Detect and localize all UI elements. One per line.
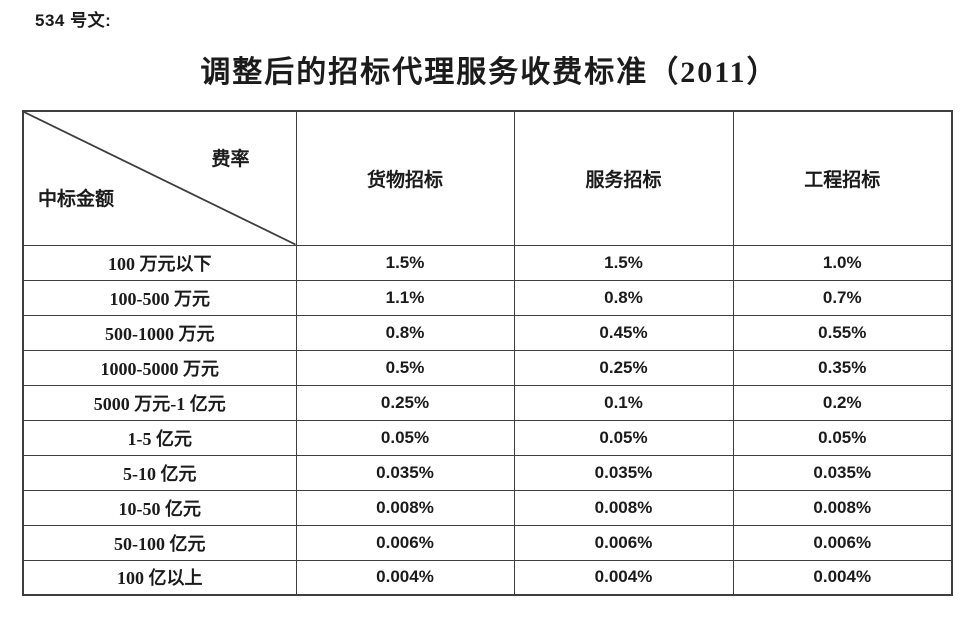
table-row: 1-5 亿元 0.05% 0.05% 0.05% [22, 419, 953, 456]
column-header-service-bidding: 服务招标 [513, 110, 734, 246]
goods-rate-cell: 1.5% [295, 244, 515, 281]
service-rate-cell: 0.008% [513, 489, 734, 526]
amount-cell: 10-50 亿元 [22, 489, 297, 526]
table-row: 500-1000 万元 0.8% 0.45% 0.55% [22, 314, 953, 351]
service-rate-cell: 0.25% [513, 349, 734, 386]
goods-rate-cell: 0.05% [295, 419, 515, 456]
engineering-rate-cell: 0.035% [732, 454, 953, 491]
corner-header-cell: 费率 中标金额 [22, 110, 297, 246]
engineering-rate-cell: 0.004% [732, 559, 953, 596]
goods-rate-cell: 0.006% [295, 524, 515, 561]
table-row: 10-50 亿元 0.008% 0.008% 0.008% [22, 489, 953, 526]
service-rate-cell: 0.035% [513, 454, 734, 491]
service-rate-cell: 1.5% [513, 244, 734, 281]
service-rate-cell: 0.006% [513, 524, 734, 561]
service-rate-cell: 0.004% [513, 559, 734, 596]
engineering-rate-cell: 0.2% [732, 384, 953, 421]
goods-rate-cell: 0.035% [295, 454, 515, 491]
amount-cell: 5000 万元-1 亿元 [22, 384, 297, 421]
service-rate-cell: 0.05% [513, 419, 734, 456]
goods-rate-cell: 1.1% [295, 279, 515, 316]
table-row: 100-500 万元 1.1% 0.8% 0.7% [22, 279, 953, 316]
engineering-rate-cell: 0.006% [732, 524, 953, 561]
goods-rate-cell: 0.25% [295, 384, 515, 421]
table-row: 5-10 亿元 0.035% 0.035% 0.035% [22, 454, 953, 491]
amount-cell: 500-1000 万元 [22, 314, 297, 351]
amount-cell: 1000-5000 万元 [22, 349, 297, 386]
service-rate-cell: 0.8% [513, 279, 734, 316]
goods-rate-cell: 0.5% [295, 349, 515, 386]
table-row: 5000 万元-1 亿元 0.25% 0.1% 0.2% [22, 384, 953, 421]
corner-label-rate: 费率 [211, 149, 250, 170]
column-header-goods-bidding: 货物招标 [295, 110, 515, 246]
service-rate-cell: 0.1% [513, 384, 734, 421]
engineering-rate-cell: 1.0% [732, 244, 953, 281]
table-row: 100 亿以上 0.004% 0.004% 0.004% [22, 559, 953, 596]
fee-table-body: 100 万元以下 1.5% 1.5% 1.0% 100-500 万元 1.1% 0.8% 0.… [22, 244, 953, 596]
page-title: 调整后的招标代理服务收费标准（2011） [200, 56, 779, 89]
service-rate-cell: 0.45% [513, 314, 734, 351]
column-header-engineering-bidding: 工程招标 [732, 110, 953, 246]
engineering-rate-cell: 0.35% [732, 349, 953, 386]
engineering-rate-cell: 0.008% [732, 489, 953, 526]
amount-cell: 100 亿以上 [22, 559, 297, 596]
table-row: 100 万元以下 1.5% 1.5% 1.0% [22, 244, 953, 281]
goods-rate-cell: 0.008% [295, 489, 515, 526]
engineering-rate-cell: 0.7% [732, 279, 953, 316]
header-row: 费率 中标金额 货物招标 服务招标 工程招标 [22, 110, 953, 246]
table-row: 1000-5000 万元 0.5% 0.25% 0.35% [22, 349, 953, 386]
engineering-rate-cell: 0.55% [732, 314, 953, 351]
engineering-rate-cell: 0.05% [732, 419, 953, 456]
goods-rate-cell: 0.004% [295, 559, 515, 596]
amount-cell: 50-100 亿元 [22, 524, 297, 561]
corner-label-amount: 中标金额 [38, 188, 115, 210]
amount-cell: 1-5 亿元 [22, 419, 297, 456]
goods-rate-cell: 0.8% [295, 314, 515, 351]
table-row: 50-100 亿元 0.006% 0.006% 0.006% [22, 524, 953, 561]
doc-number-label: 534 号文: [35, 11, 112, 30]
diagonal-divider-line [24, 112, 295, 244]
amount-cell: 100 万元以下 [22, 244, 297, 281]
fee-table: 费率 中标金额 货物招标 服务招标 工程招标 100 万元以下 1.5% 1.5% 1… [22, 110, 953, 596]
amount-cell: 5-10 亿元 [22, 454, 297, 491]
amount-cell: 100-500 万元 [22, 279, 297, 316]
